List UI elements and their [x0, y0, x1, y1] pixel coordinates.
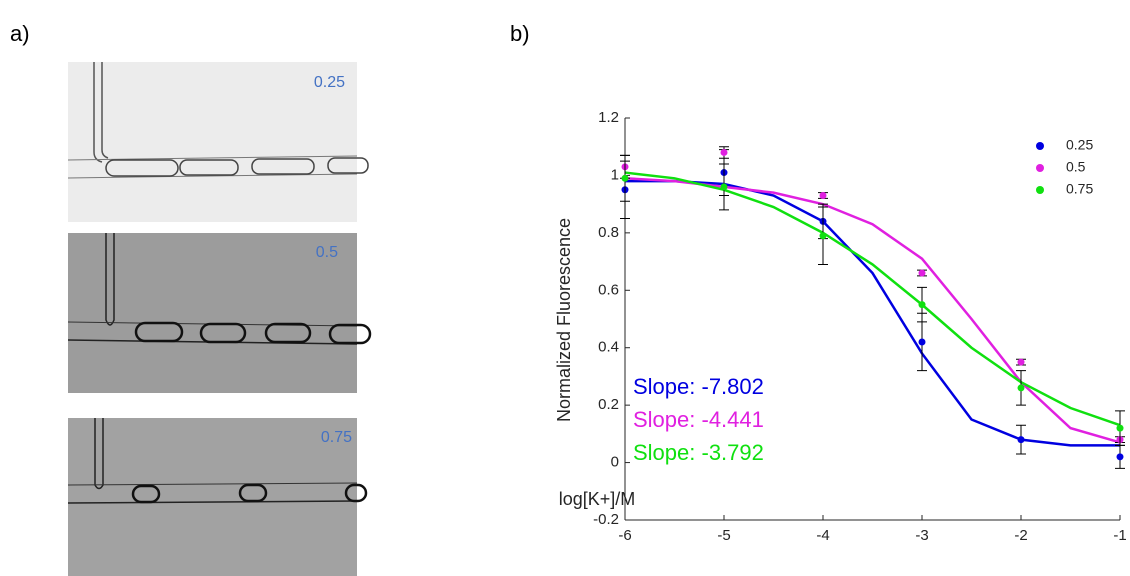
y-tick-label: 0.6 — [598, 281, 619, 298]
micrograph: 0.75 — [67, 418, 368, 576]
y-tick-label: 0.2 — [598, 396, 619, 413]
data-point — [1017, 384, 1025, 392]
legend-marker — [1036, 142, 1044, 150]
image-label: 0.25 — [314, 74, 345, 91]
y-tick-label: -0.2 — [593, 511, 619, 528]
legend-marker — [1036, 164, 1044, 172]
data-point — [918, 301, 926, 309]
y-tick-label: 1 — [611, 166, 619, 183]
slope-annotation: Slope: -4.441 — [633, 407, 764, 432]
legend-label: 0.75 — [1066, 181, 1093, 197]
micrograph: 0.25 — [67, 62, 369, 222]
data-point — [918, 338, 926, 346]
data-point — [1017, 436, 1025, 444]
x-tick-label: -4 — [816, 527, 829, 544]
slope-annotation: Slope: -3.792 — [633, 440, 764, 465]
data-point — [1116, 424, 1124, 432]
data-point — [1116, 453, 1124, 461]
x-tick-label: -1 — [1113, 527, 1126, 544]
x-tick-label: -6 — [618, 527, 631, 544]
y-axis-label: Normalized Fluorescence — [554, 218, 574, 422]
data-point — [918, 269, 926, 277]
y-tick-label: 1.2 — [598, 109, 619, 126]
legend-marker — [1036, 186, 1044, 194]
legend-label: 0.5 — [1066, 159, 1086, 175]
fit-curve — [624, 177, 1121, 444]
image-label: 0.75 — [321, 429, 352, 446]
data-point — [720, 183, 728, 191]
x-tick-label: -3 — [915, 527, 928, 544]
x-tick-label: -5 — [717, 527, 730, 544]
panel-label: a) — [10, 21, 30, 46]
x-tick-label: -2 — [1014, 527, 1027, 544]
x-axis-label: log[K+]/M — [559, 489, 636, 509]
legend-label: 0.25 — [1066, 137, 1093, 153]
data-point — [819, 232, 827, 240]
micrograph: 0.5 — [67, 233, 372, 393]
slope-annotation: Slope: -7.802 — [633, 374, 764, 399]
image-label: 0.5 — [316, 244, 338, 261]
y-tick-label: 0.4 — [598, 339, 619, 356]
data-point — [1017, 358, 1025, 366]
fit-curve — [624, 171, 1121, 427]
y-tick-label: 0 — [611, 454, 619, 471]
y-tick-label: 0.8 — [598, 224, 619, 241]
data-point — [720, 148, 728, 156]
data-point — [819, 192, 827, 200]
panel-label: b) — [510, 21, 530, 46]
data-point — [621, 174, 629, 182]
fit-curve — [625, 179, 1120, 447]
